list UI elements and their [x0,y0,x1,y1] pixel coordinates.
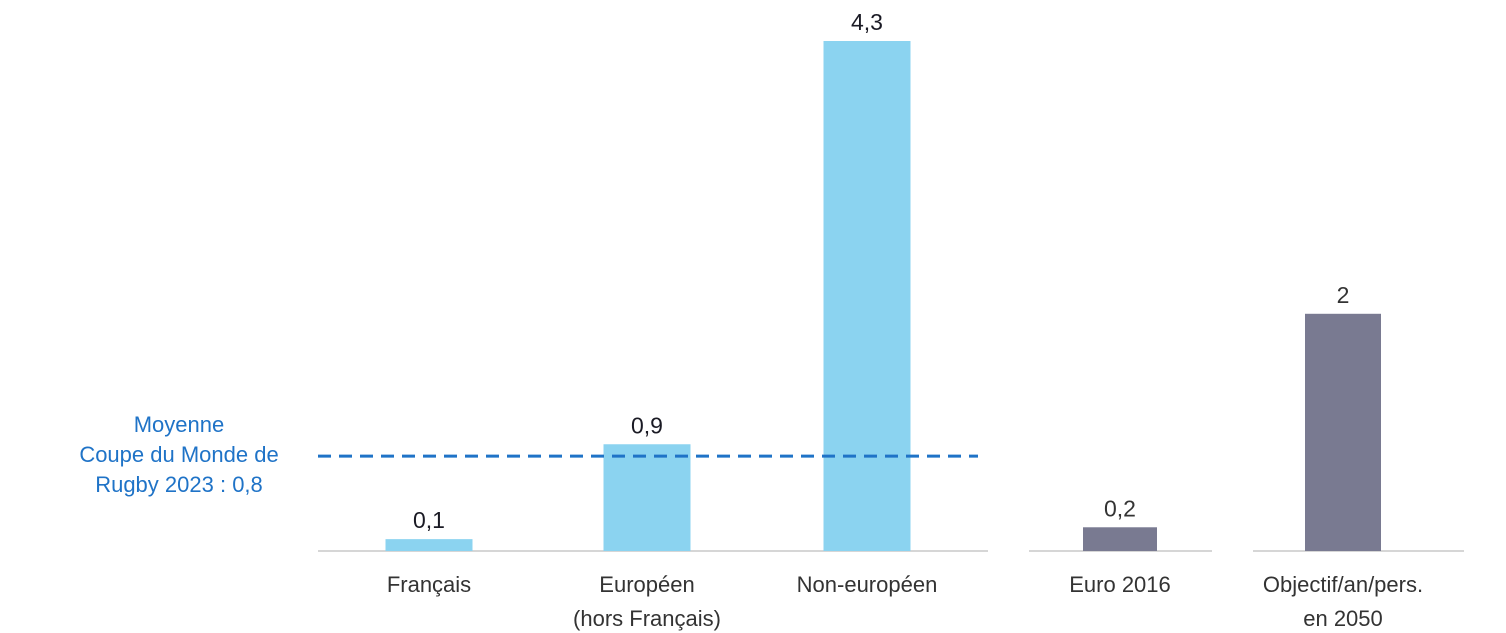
bar-1-2 [603,444,691,551]
data-label-2-1: 0,2 [1104,495,1136,521]
bar-3-1 [1305,313,1381,551]
data-label-1-1: 0,1 [413,507,445,533]
average-reference-label: Moyenne Coupe du Monde de Rugby 2023 : 0… [50,410,308,500]
average-label-line-3: Rugby 2023 : 0,8 [95,472,263,497]
bar-2-1 [1083,527,1157,551]
category-label-3-1: Objectif/an/pers. [1263,572,1423,597]
average-label-line-2: Coupe du Monde de [79,442,279,467]
category-label-3-1-line-2: en 2050 [1303,606,1383,631]
average-label-line-1: Moyenne [133,412,225,437]
category-label-1-2: Européen [599,572,694,597]
bar-1-3 [823,41,911,551]
category-label-1-3: Non-européen [797,572,938,597]
data-label-3-1: 2 [1337,282,1350,308]
bar-1-1 [385,539,473,551]
category-label-2-1: Euro 2016 [1069,572,1171,597]
data-label-1-3: 4,3 [851,9,883,35]
category-label-1-2-line-2: (hors Français) [573,606,721,631]
data-label-1-2: 0,9 [631,412,663,438]
category-label-1-1: Français [387,572,471,597]
